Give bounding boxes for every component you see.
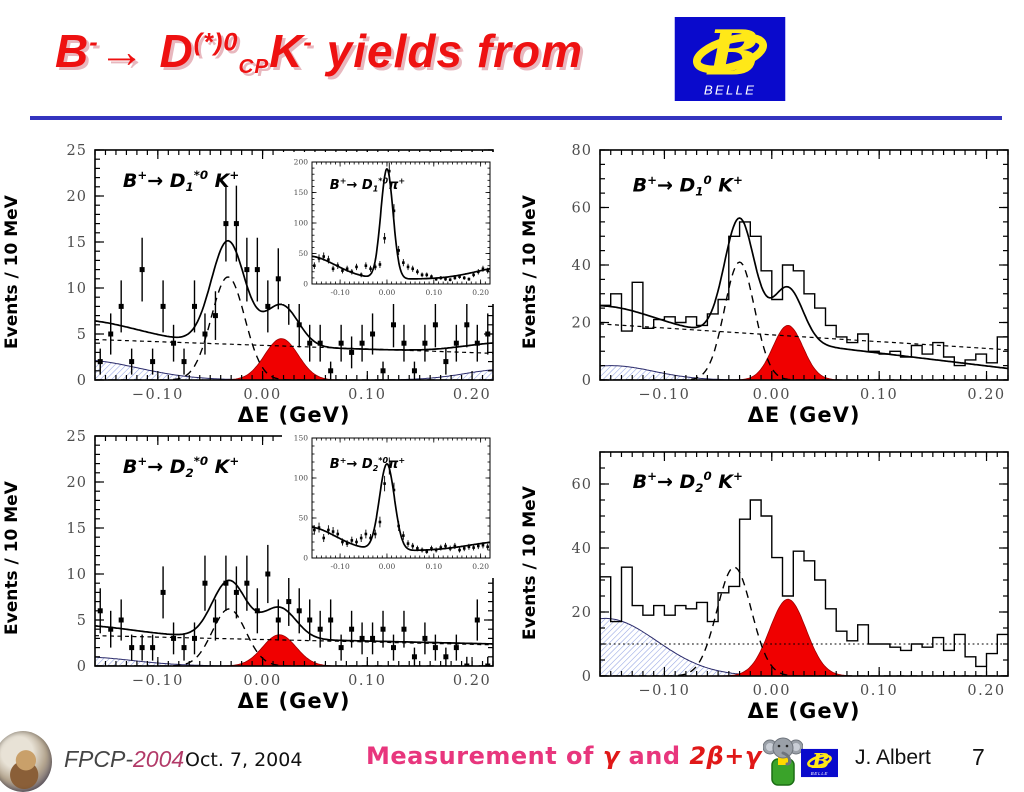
svg-text:−0.10: −0.10 [132,387,184,403]
svg-text:10: 10 [67,281,87,297]
conference-label: FPCP-2004 [64,746,185,772]
svg-text:150: 150 [294,188,309,197]
svg-text:B+→ D20 K+: B+→ D20 K+ [633,469,743,495]
svg-text:0.10: 0.10 [425,562,442,571]
svg-text:0.20: 0.20 [967,683,1005,699]
svg-text:B: B [811,749,830,773]
plot-b-to-d2star0-k: −0.10 0.00 0.10 0.20 0 5 10 15 20 25 ΔE (GeV) B+→ D… [67,429,494,713]
svg-text:0.00: 0.00 [753,387,791,403]
svg-text:40: 40 [572,541,592,557]
svg-text:60: 60 [572,201,592,217]
svg-text:80: 80 [572,143,592,159]
svg-text:25: 25 [67,429,87,445]
svg-text:15: 15 [67,235,87,251]
svg-text:B+→ D2*0 K+: B+→ D2*0 K+ [123,454,239,480]
svg-text:0.20: 0.20 [967,387,1005,403]
svg-text:25: 25 [67,143,87,159]
svg-text:B+→ D10 K+: B+→ D10 K+ [633,173,743,199]
plot-inset-b-to-d1star0-pi: -0.10 0.00 0.10 0.20 0 50 100 150 200 B+→ D1*0π+ [282,152,494,304]
svg-text:0: 0 [77,373,87,389]
svg-text:100: 100 [294,474,309,483]
slide-date: Oct. 7, 2004 [185,749,303,771]
svg-text:ΔE (GeV): ΔE (GeV) [748,403,861,427]
svg-text:20: 20 [572,316,592,332]
svg-text:−0.10: −0.10 [638,683,690,699]
conference-year: 2004 [133,746,185,772]
svg-text:5: 5 [77,327,87,343]
svg-text:-0.10: -0.10 [330,562,349,571]
svg-text:50: 50 [298,249,308,258]
svg-text:60: 60 [572,477,592,493]
ylabel-bottom-right: Events / 10 MeV [520,486,540,640]
svg-text:0.10: 0.10 [425,288,442,297]
svg-text:ΔE (GeV): ΔE (GeV) [238,403,351,427]
svg-text:0: 0 [77,659,87,675]
svg-text:20: 20 [67,475,87,491]
plot-inset-b-to-d2star0-pi: -0.10 0.00 0.10 0.20 0 50 100 150 B+→ D2*0π+ [282,430,494,578]
title-divider [30,116,1002,120]
svg-text:BELLE: BELLE [811,771,829,776]
svg-text:40: 40 [572,258,592,274]
svg-text:-0.10: -0.10 [330,288,349,297]
ylabel-top-right: Events / 10 MeV [520,195,540,349]
svg-text:B+→ D2*0π+: B+→ D2*0π+ [330,456,405,473]
statue-photo-thumbnail [0,731,52,792]
svg-text:ΔE (GeV): ΔE (GeV) [748,699,861,723]
svg-text:B: B [706,17,760,89]
svg-text:0.20: 0.20 [472,288,489,297]
svg-text:5: 5 [77,613,87,629]
svg-text:150: 150 [294,434,309,443]
svg-text:−0.10: −0.10 [132,673,184,689]
page-number: 7 [972,744,985,770]
svg-text:0.00: 0.00 [379,562,396,571]
svg-text:0: 0 [582,669,592,685]
svg-text:200: 200 [294,158,309,167]
author-name: J. Albert [855,746,931,769]
svg-text:0.10: 0.10 [860,683,898,699]
svg-text:0.00: 0.00 [243,673,281,689]
svg-text:0.00: 0.00 [379,288,396,297]
svg-text:0.20: 0.20 [453,673,491,689]
svg-text:0: 0 [303,554,308,563]
svg-text:20: 20 [572,605,592,621]
svg-text:10: 10 [67,567,87,583]
talk-title: Measurement of γ and 2β+γ [366,742,762,770]
plot-b-to-d20-k: −0.10 0.00 0.10 0.20 0 20 40 60 ΔE (GeV) B+→ D20 … [572,451,1009,723]
svg-text:0: 0 [303,280,308,289]
svg-text:0.00: 0.00 [243,387,281,403]
svg-text:0.20: 0.20 [472,562,489,571]
svg-text:100: 100 [294,219,309,228]
svg-text:0.10: 0.10 [860,387,898,403]
elephant-mascot-icon [763,737,803,786]
svg-text:0.00: 0.00 [753,683,791,699]
slide-title: B-→ D(*)0CPK- yields from [55,25,584,79]
svg-text:0.10: 0.10 [348,673,386,689]
svg-text:0: 0 [582,373,592,389]
svg-text:B+→ D1*0 K+: B+→ D1*0 K+ [123,168,239,194]
svg-text:BELLE: BELLE [704,82,756,97]
svg-text:B+→ D1*0π+: B+→ D1*0π+ [330,177,405,194]
svg-text:0.20: 0.20 [453,387,491,403]
svg-text:15: 15 [67,521,87,537]
svg-text:50: 50 [298,514,308,523]
svg-text:ΔE (GeV): ΔE (GeV) [238,689,351,713]
svg-text:0.10: 0.10 [348,387,386,403]
plot-b-to-d10-k: −0.10 0.00 0.10 0.20 0 20 40 60 80 ΔE (GeV) B+→ D1… [572,143,1009,427]
svg-text:20: 20 [67,189,87,205]
svg-text:−0.10: −0.10 [638,387,690,403]
